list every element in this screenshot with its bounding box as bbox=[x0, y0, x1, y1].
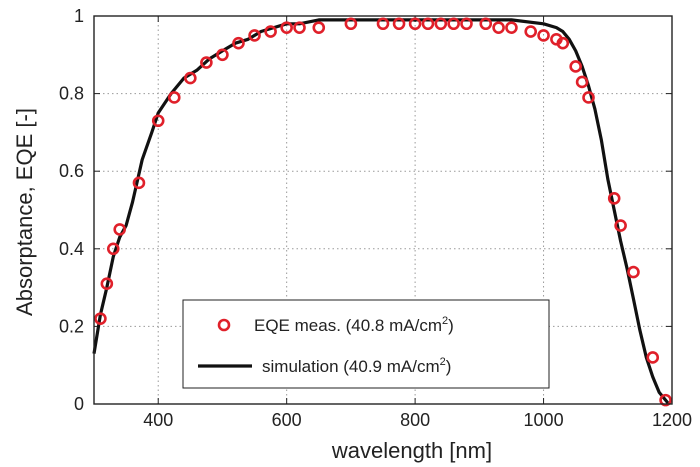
eqe-point bbox=[94, 312, 107, 325]
y-axis-title: Absorptance, EQE [-] bbox=[12, 108, 37, 316]
legend-label-simulation: simulation (40.9 mA/cm2) bbox=[262, 356, 451, 376]
eqe-point bbox=[434, 17, 448, 31]
eqe-point bbox=[537, 29, 550, 42]
eqe-point bbox=[344, 17, 358, 31]
eqe-point bbox=[627, 265, 640, 279]
tick-labels: 400 600 800 1000 1200 0 0.2 0.4 0.6 0.8 1 bbox=[59, 6, 692, 430]
x-tick-label: 1200 bbox=[652, 410, 692, 430]
y-tick-label: 0 bbox=[74, 394, 84, 414]
x-tick-label: 1000 bbox=[524, 410, 564, 430]
y-tick-label: 0.4 bbox=[59, 239, 84, 259]
eqe-point bbox=[524, 25, 538, 38]
eqe-point bbox=[376, 17, 390, 31]
eqe-point bbox=[408, 17, 422, 31]
x-axis-title: wavelength [nm] bbox=[331, 438, 492, 463]
eqe-point bbox=[392, 17, 406, 31]
eqe-point bbox=[556, 36, 570, 50]
eqe-point bbox=[421, 17, 435, 31]
eqe-point bbox=[646, 351, 660, 364]
legend-marker-eqe bbox=[217, 318, 231, 332]
eqe-point bbox=[607, 192, 621, 205]
eqe-point bbox=[659, 393, 672, 407]
eqe-point bbox=[460, 17, 473, 31]
eqe-point bbox=[167, 91, 181, 104]
eqe-point bbox=[582, 91, 595, 104]
y-tick-label: 1 bbox=[74, 6, 84, 26]
x-tick-label: 600 bbox=[272, 410, 302, 430]
eqe-point bbox=[106, 242, 120, 256]
series bbox=[92, 17, 672, 407]
eqe-point bbox=[447, 17, 460, 31]
legend-box bbox=[182, 299, 550, 389]
eqe-point bbox=[216, 48, 229, 62]
eqe-point bbox=[151, 114, 165, 128]
y-tick-label: 0.6 bbox=[59, 161, 84, 181]
x-tick-label: 800 bbox=[400, 410, 430, 430]
eqe-point bbox=[312, 21, 326, 34]
x-tick-label: 400 bbox=[143, 410, 173, 430]
legend: EQE meas. (40.8 mA/cm2) simulation (40.9… bbox=[182, 299, 550, 389]
eqe-point bbox=[492, 21, 505, 34]
eqe-point bbox=[100, 277, 114, 291]
eqe-point bbox=[614, 219, 627, 232]
eqe-point bbox=[184, 71, 197, 85]
grid bbox=[94, 16, 672, 404]
eqe-point bbox=[505, 21, 518, 34]
y-tick-label: 0.2 bbox=[59, 316, 84, 336]
eqe-point bbox=[293, 21, 306, 34]
eqe-point bbox=[248, 29, 261, 42]
eqe-point bbox=[200, 56, 213, 69]
eqe-point bbox=[280, 21, 293, 34]
eqe-point bbox=[132, 176, 146, 190]
eqe-point bbox=[113, 223, 126, 236]
eqe-point bbox=[232, 36, 245, 50]
eqe-point bbox=[569, 60, 582, 73]
eqe-point bbox=[575, 75, 589, 89]
y-tick-label: 0.8 bbox=[59, 84, 84, 104]
eqe-point bbox=[264, 25, 277, 38]
legend-label-eqe: EQE meas. (40.8 mA/cm2) bbox=[254, 315, 454, 335]
eqe-point bbox=[479, 17, 493, 31]
plot-frame bbox=[93, 15, 673, 405]
